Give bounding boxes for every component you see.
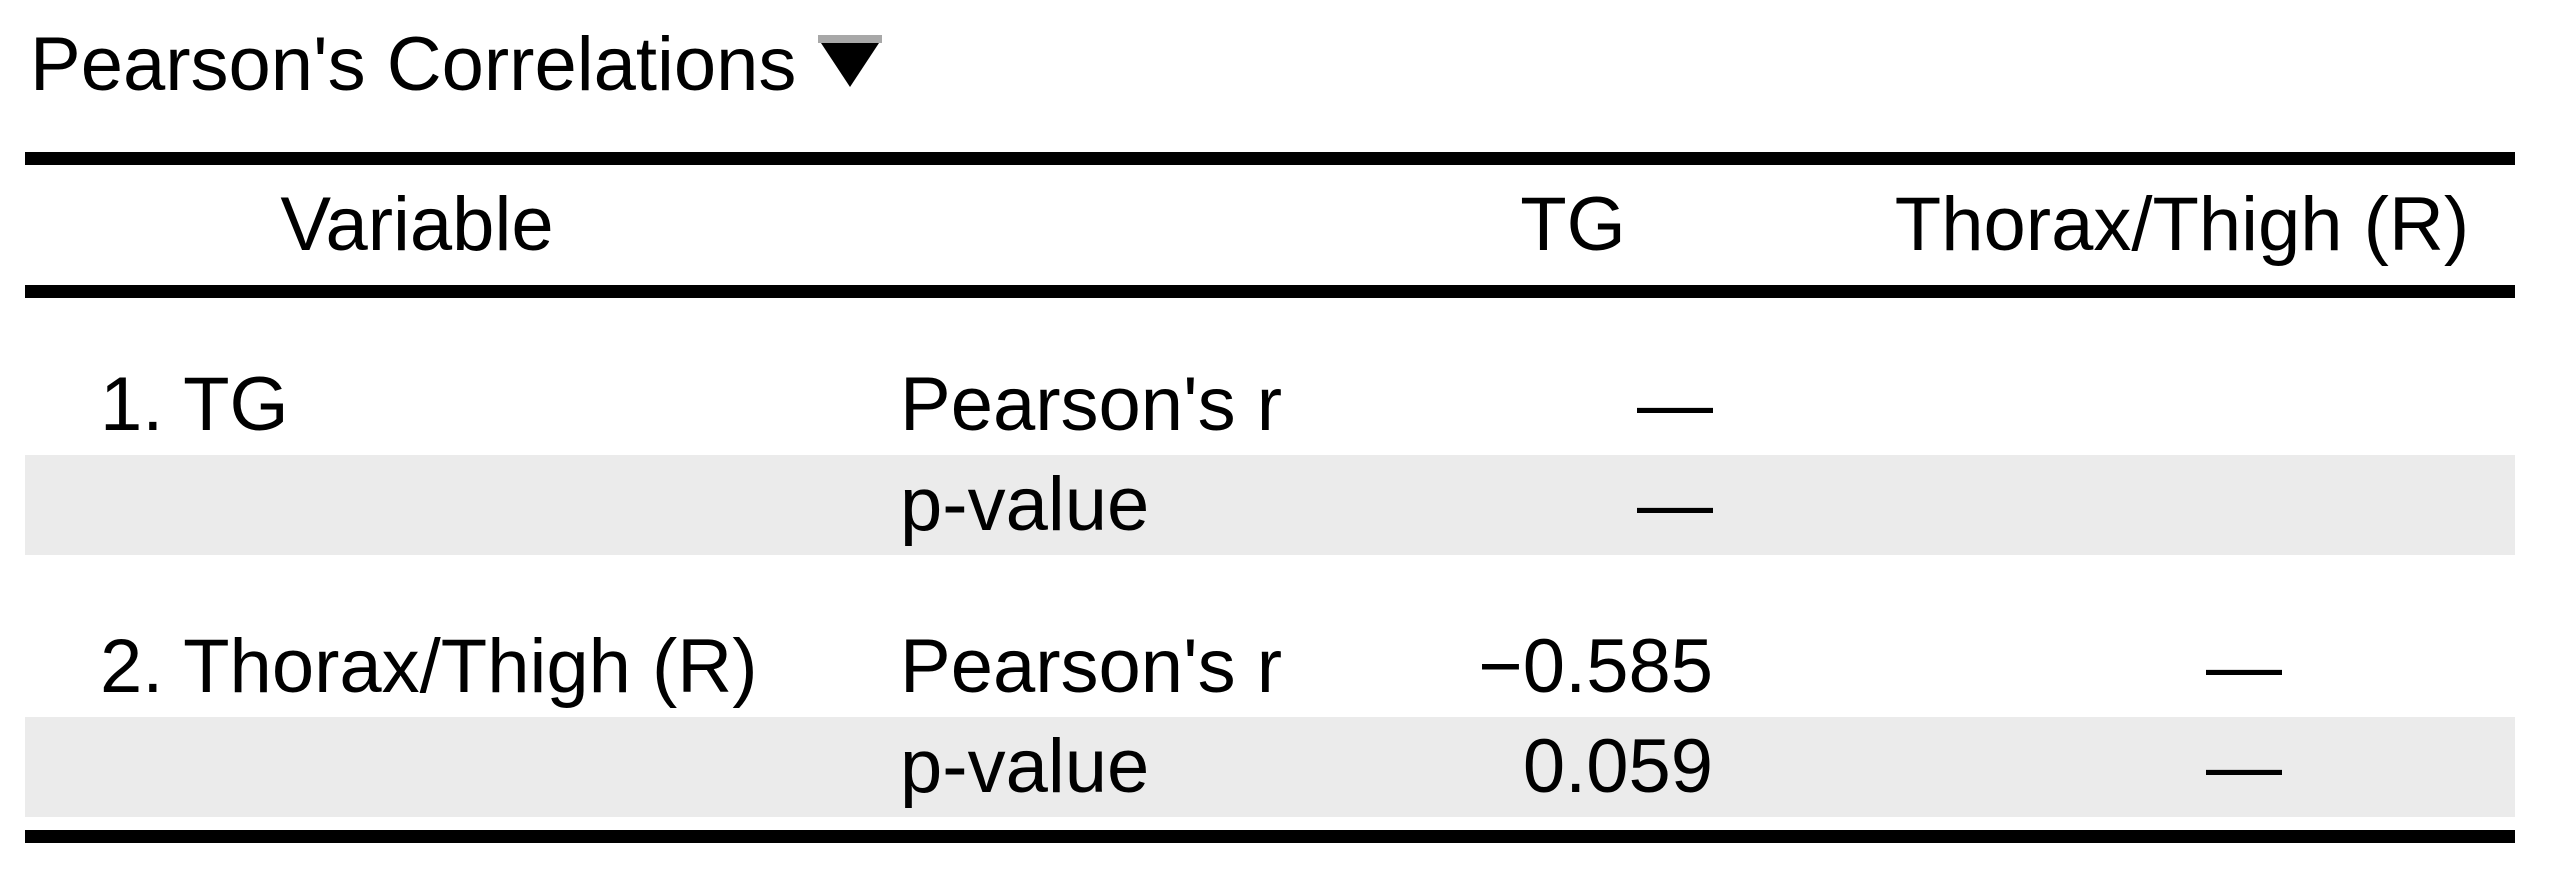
stat-label: p-value [900,724,1150,809]
dropdown-arrow-top-bar [818,35,882,43]
stat-label: p-value [900,462,1150,547]
dropdown-arrow-icon[interactable] [818,35,882,87]
value-thorax-thigh: — [2206,724,2282,809]
value-tg: — [1637,362,1713,447]
table-row: p-value 0.059 — [25,717,2515,817]
table-bottom-border [25,830,2515,843]
column-header-thorax-thigh: Thorax/Thigh (R) [1894,182,2470,267]
variable-label: 1. TG [100,362,289,447]
value-tg: 0.059 [1522,724,1713,809]
stat-label: Pearson's r [900,624,1283,709]
table-header-row: Variable TG Thorax/Thigh (R) [25,165,2515,285]
value-thorax-thigh: — [2206,624,2282,709]
column-header-variable: Variable [280,182,554,267]
value-tg: — [1637,462,1713,547]
table-top-border [25,152,2515,165]
stat-label: Pearson's r [900,362,1283,447]
column-header-tg: TG [1520,182,1626,267]
value-tg: −0.585 [1478,624,1713,709]
header-bottom-border [25,285,2515,298]
variable-label: 2. Thorax/Thigh (R) [100,624,758,709]
table-row: 2. Thorax/Thigh (R) Pearson's r −0.585 — [25,617,2515,717]
triangle-down-icon [821,43,879,87]
table-title-text: Pearson's Correlations [30,22,797,107]
table-row: 1. TG Pearson's r — [25,355,2515,455]
table-title[interactable]: Pearson's Correlations [30,15,796,115]
table-row: p-value — [25,455,2515,555]
correlation-table: Variable TG Thorax/Thigh (R) 1. TG Pears… [25,152,2515,843]
